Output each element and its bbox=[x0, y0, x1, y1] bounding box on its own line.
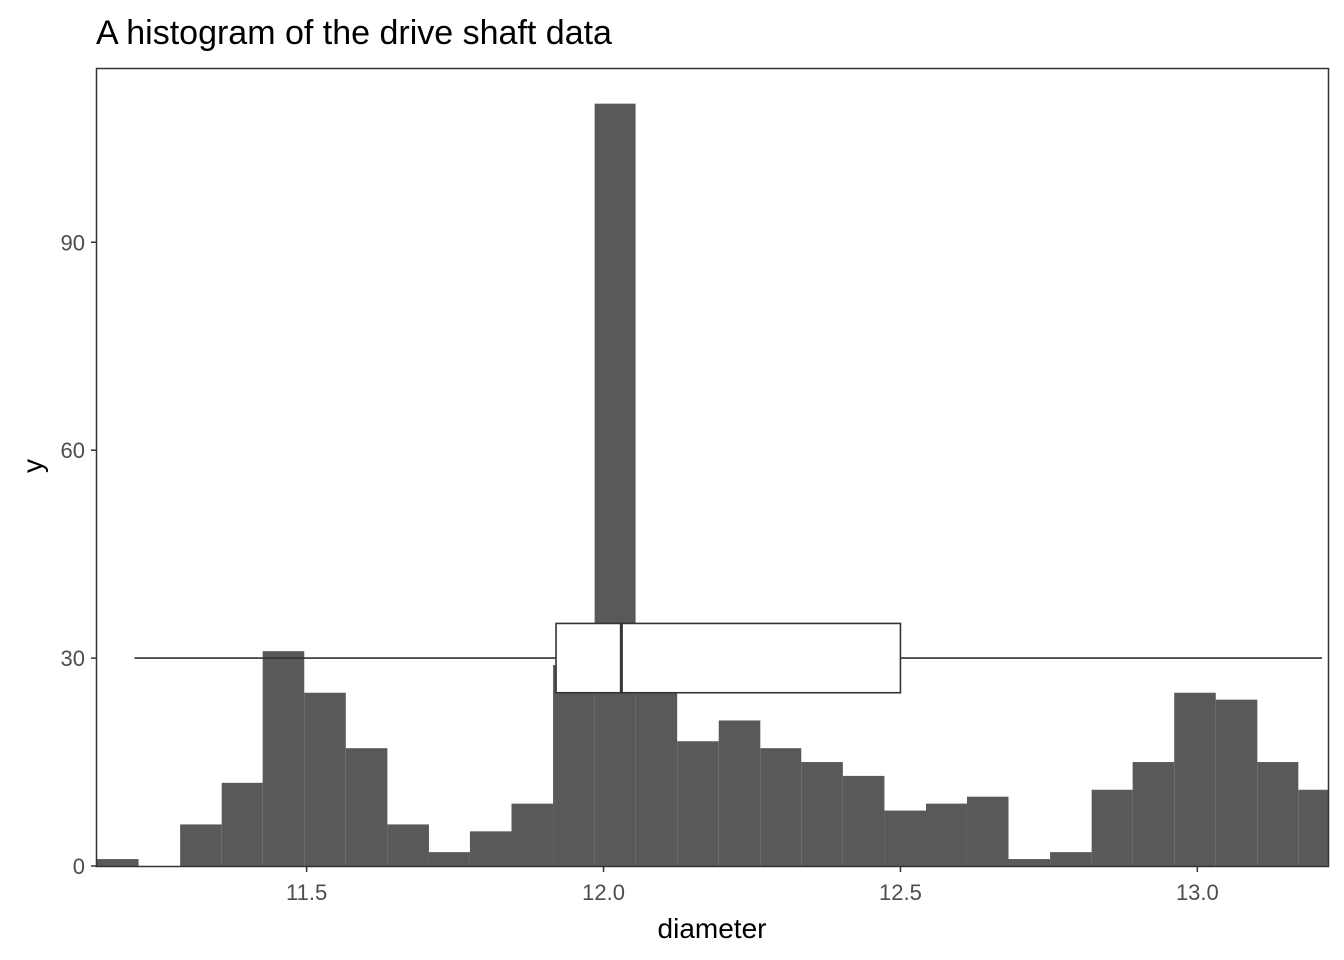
histogram-bar bbox=[1132, 762, 1175, 866]
histogram-bar bbox=[1298, 789, 1328, 866]
histogram-bar bbox=[594, 103, 636, 867]
y-tick-label: 60 bbox=[61, 438, 85, 463]
histogram-bar bbox=[1050, 852, 1092, 866]
plot-panel-border bbox=[95, 67, 1330, 868]
boxplot-box bbox=[555, 622, 902, 694]
histogram-bar bbox=[760, 748, 802, 866]
histogram-bar bbox=[1215, 699, 1258, 866]
histogram-bar bbox=[925, 803, 967, 866]
histogram-bar bbox=[718, 720, 761, 866]
histogram-bar bbox=[262, 651, 305, 866]
histogram-bar bbox=[1257, 762, 1299, 866]
x-tick-label: 12.5 bbox=[879, 880, 922, 905]
histogram-bar bbox=[966, 796, 1009, 866]
y-axis-title: y bbox=[17, 459, 48, 473]
histogram-bar bbox=[553, 665, 595, 866]
histogram-bar bbox=[97, 859, 139, 866]
histogram-bar bbox=[635, 685, 678, 866]
histogram-bar bbox=[180, 824, 222, 866]
x-tick-label: 11.5 bbox=[286, 880, 327, 905]
boxplot-overlay bbox=[134, 622, 1323, 694]
histogram-bar bbox=[842, 775, 885, 866]
histogram-bar bbox=[511, 803, 554, 866]
histogram-bar bbox=[1091, 789, 1133, 866]
histogram-bar bbox=[469, 831, 512, 866]
histogram-bar bbox=[1008, 859, 1051, 866]
histogram-bar bbox=[677, 741, 719, 866]
y-tick-label: 90 bbox=[61, 230, 85, 255]
histogram-bar bbox=[801, 762, 843, 866]
x-axis-title: diameter bbox=[658, 913, 767, 944]
histogram-bars bbox=[97, 103, 1328, 867]
y-tick-label: 30 bbox=[61, 646, 85, 671]
chart-title: A histogram of the drive shaft data bbox=[96, 14, 612, 52]
histogram-bar bbox=[1174, 692, 1216, 866]
x-axis-ticks: 11.5 12.0 12.5 13.0 bbox=[286, 866, 1219, 905]
y-axis-ticks: 0 30 60 90 bbox=[61, 230, 97, 879]
histogram-bar bbox=[345, 748, 388, 866]
x-tick-label: 13.0 bbox=[1176, 880, 1219, 905]
x-tick-label: 12.0 bbox=[582, 880, 625, 905]
histogram-bar bbox=[304, 692, 346, 866]
histogram-bar bbox=[387, 824, 429, 866]
histogram-bar bbox=[428, 852, 470, 866]
histogram-bar bbox=[221, 782, 263, 866]
y-tick-label: 0 bbox=[73, 854, 85, 879]
histogram-bar bbox=[884, 810, 926, 866]
